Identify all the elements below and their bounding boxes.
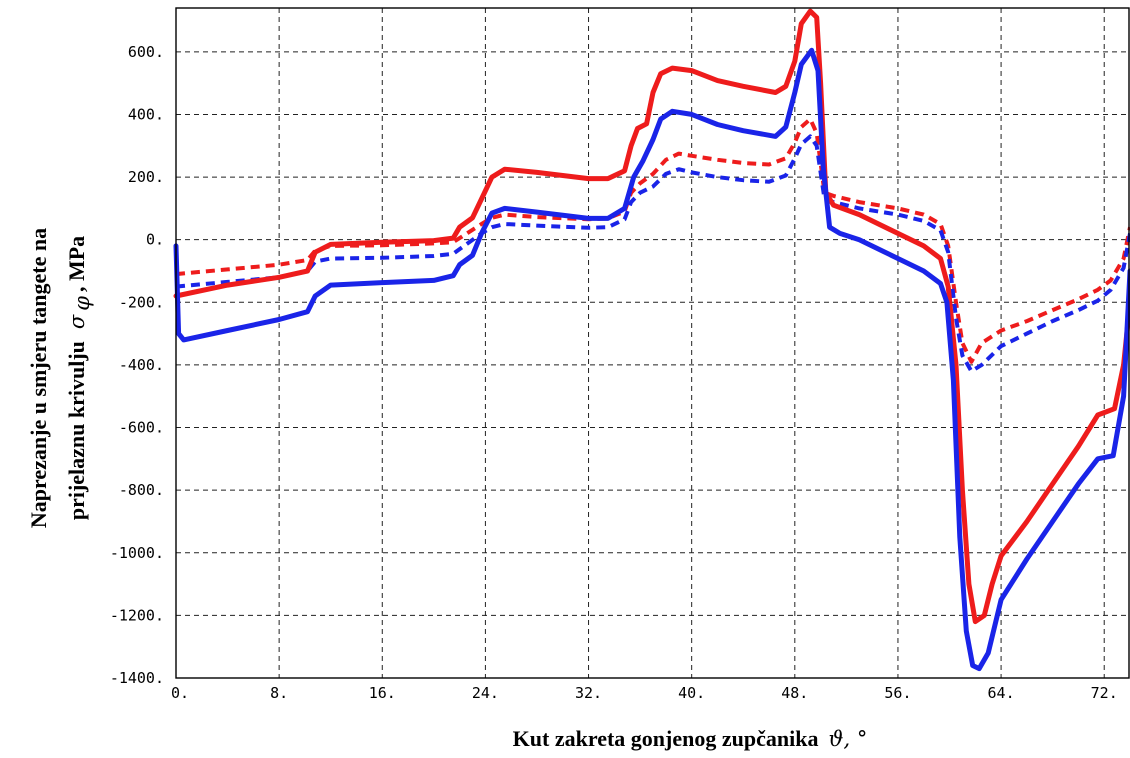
y-tick-label: -200. xyxy=(119,293,164,311)
x-tick-label: 56. xyxy=(884,684,911,702)
series-line-solid-blue xyxy=(173,47,1130,672)
y-tick-label: 200. xyxy=(128,168,164,186)
y-tick-label: 400. xyxy=(128,105,164,123)
y-axis-title-line2-text: prijelaznu krivulju xyxy=(64,341,89,520)
x-tick-labels: 0. 8. 16. 24. 32. 40. 48. 56. 64. 72. xyxy=(171,684,1118,702)
y-axis-title-subscript: φ xyxy=(70,296,94,311)
y-axis-title-unit: , MPa xyxy=(64,236,89,292)
series-layer xyxy=(173,8,1130,672)
y-tick-label: -400. xyxy=(119,356,164,374)
y-tick-labels: 600. 400. 200. 0. -200. -400. -600. -800. -1000.… xyxy=(110,43,164,687)
x-axis-title: Kut zakreta gonjenog zupčanika ϑ, ° xyxy=(513,726,868,751)
x-axis-title-text: Kut zakreta gonjenog zupčanika xyxy=(513,726,819,751)
x-tick-label: 40. xyxy=(678,684,705,702)
x-tick-label: 16. xyxy=(369,684,396,702)
series-line-dashed-red xyxy=(175,117,1130,364)
x-tick-label: 48. xyxy=(781,684,808,702)
plot-frame xyxy=(175,7,1130,679)
x-tick-label: 64. xyxy=(988,684,1015,702)
series-line-dashed-blue xyxy=(175,134,1130,374)
x-tick-label: 0. xyxy=(171,684,189,702)
y-axis-title-line1: Naprezanje u smjeru tangete na xyxy=(26,228,51,528)
y-tick-label: -1400. xyxy=(110,669,164,687)
y-axis-title-line2: prijelaznu krivulju σ φ , MPa xyxy=(64,236,94,520)
x-tick-label: 72. xyxy=(1091,684,1118,702)
y-axis-title: Naprezanje u smjeru tangete na prijelazn… xyxy=(26,228,94,528)
y-tick-label: -800. xyxy=(119,481,164,499)
x-tick-label: 32. xyxy=(575,684,602,702)
y-axis-title-symbol: σ xyxy=(65,314,89,329)
y-tick-label: 600. xyxy=(128,43,164,61)
series-line-solid-red xyxy=(173,8,1130,625)
y-tick-label: -1200. xyxy=(110,606,164,624)
y-tick-label: -600. xyxy=(119,419,164,437)
y-tick-label: -1000. xyxy=(110,544,164,562)
grid xyxy=(176,8,1130,678)
x-tick-label: 8. xyxy=(270,684,288,702)
x-tick-label: 24. xyxy=(472,684,499,702)
x-axis-title-symbol: ϑ, ° xyxy=(828,727,867,751)
y-tick-label: 0. xyxy=(146,231,164,249)
